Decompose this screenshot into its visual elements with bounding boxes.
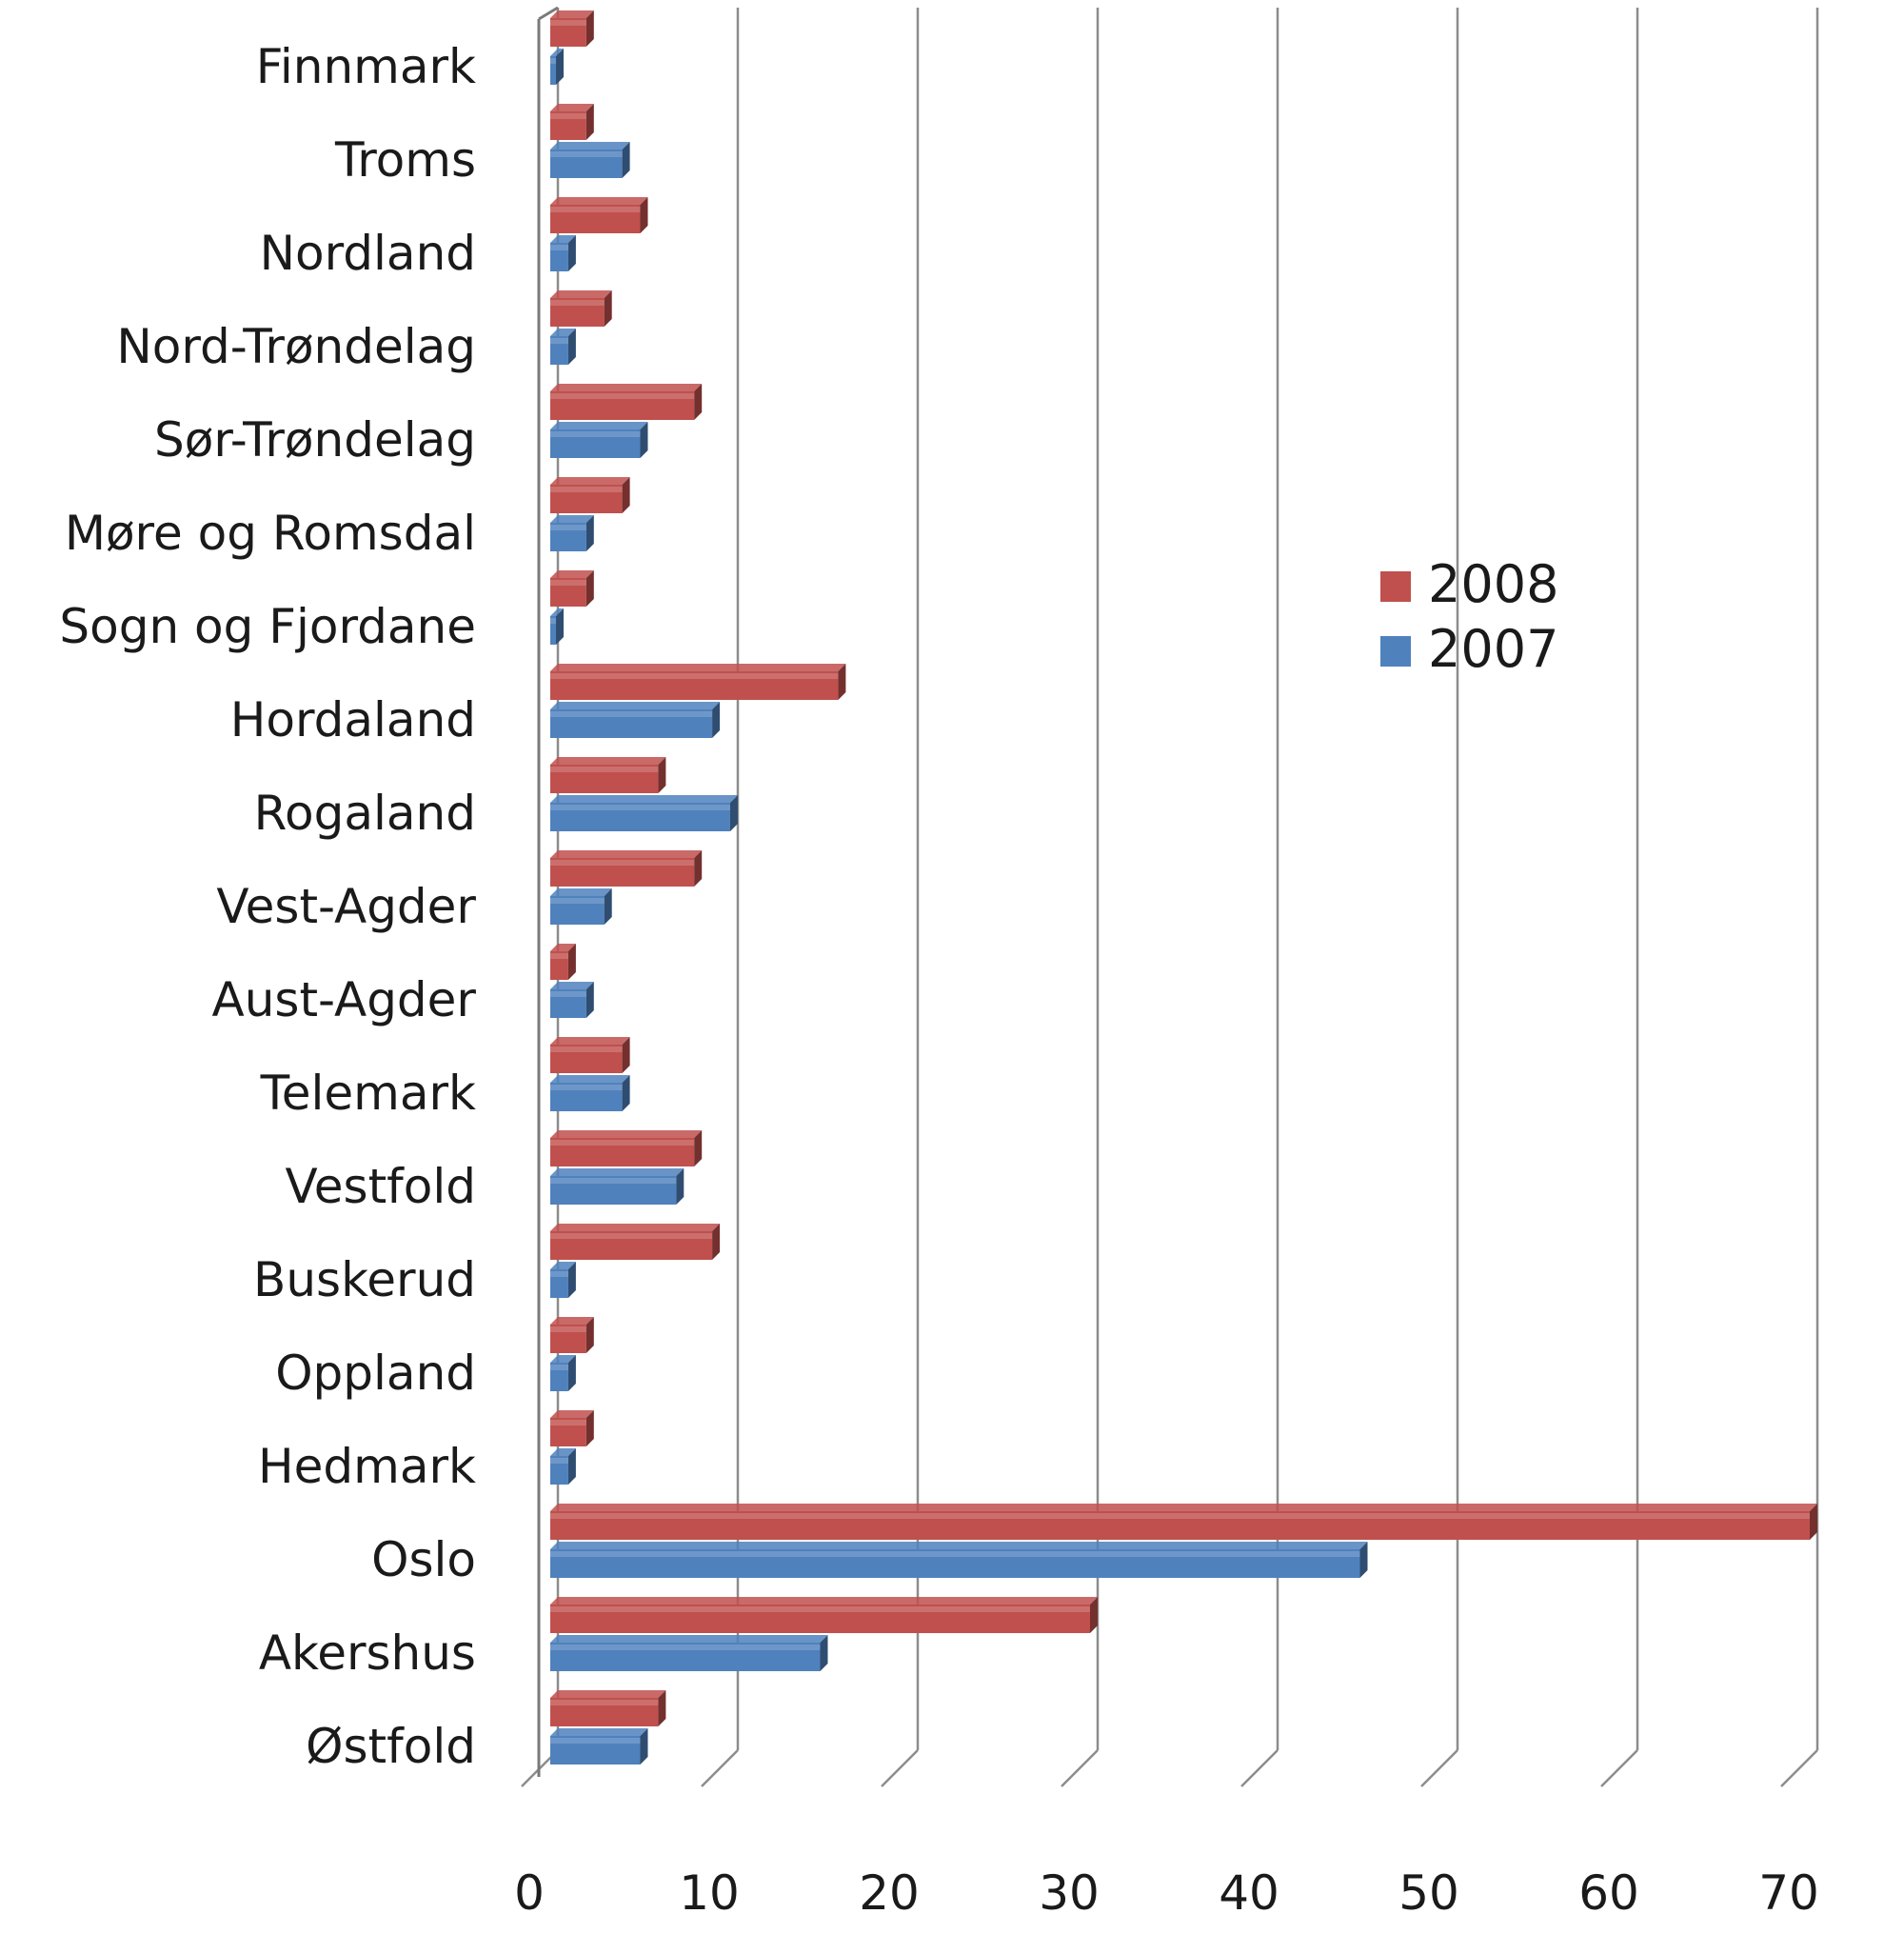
category-label-hordaland: Hordaland: [230, 692, 476, 748]
category-label-ostfold: Østfold: [306, 1719, 476, 1774]
x-tick-label: 20: [859, 1865, 920, 1921]
bar-2007-aust-agder: [550, 982, 594, 1018]
x-tick-label: 60: [1578, 1865, 1639, 1921]
bar-2008-buskerud: [550, 1224, 721, 1260]
category-label-telemark: Telemark: [260, 1066, 476, 1121]
bar-2008-oppland: [550, 1317, 594, 1353]
x-tick-label: 10: [679, 1865, 740, 1921]
bar-2008-vest-agder: [550, 850, 703, 887]
bar-2008-more-og-romsdal: [550, 477, 630, 513]
category-label-hedmark: Hedmark: [258, 1439, 476, 1494]
floor-line: [701, 1749, 739, 1787]
bar-2007-ostfold: [550, 1728, 648, 1765]
bar-2007-oppland: [550, 1355, 576, 1391]
x-tick-labels: 0 10 20 30 40 50 60 70: [514, 1865, 1819, 1921]
bar-2008-akershus: [550, 1597, 1098, 1633]
bar-2008-troms: [550, 104, 594, 140]
bar-2007-oslo: [550, 1542, 1368, 1578]
bar-2008-finnmark: [550, 10, 594, 47]
floor-line: [1780, 1749, 1818, 1787]
category-label-vest-agder: Vest-Agder: [216, 879, 476, 934]
bar-2007-sogn-og-fjordane: [550, 608, 564, 645]
x-tick-label: 40: [1219, 1865, 1279, 1921]
floor-line: [1061, 1749, 1099, 1787]
floor-line: [1600, 1749, 1638, 1787]
category-label-oppland: Oppland: [275, 1346, 476, 1401]
bar-2007-vestfold: [550, 1168, 684, 1205]
axis-top-edge: [538, 6, 559, 21]
floor-line: [1240, 1749, 1279, 1787]
legend-swatch-2007: [1380, 636, 1411, 667]
bar-2008-hordaland: [550, 664, 846, 700]
category-label-nord-trondelag: Nord-Trøndelag: [116, 319, 476, 374]
bar-2008-oslo: [550, 1504, 1817, 1540]
bar-2007-nordland: [550, 235, 576, 271]
category-label-troms: Troms: [334, 132, 476, 188]
bar-2007-vest-agder: [550, 888, 612, 925]
bar-2007-buskerud: [550, 1262, 576, 1298]
bar-2008-nord-trondelag: [550, 290, 612, 327]
bar-2007-hordaland: [550, 702, 721, 738]
bar-2007-nord-trondelag: [550, 329, 576, 365]
category-label-sor-trondelag: Sør-Trøndelag: [154, 412, 476, 468]
bar-2007-sor-trondelag: [550, 422, 648, 458]
bars: [550, 10, 1817, 1765]
bar-2008-telemark: [550, 1037, 630, 1073]
bar-2008-sogn-og-fjordane: [550, 570, 594, 607]
x-tick-label: 30: [1039, 1865, 1100, 1921]
x-tick-label: 0: [514, 1865, 545, 1921]
legend-label-2008: 2008: [1428, 554, 1558, 614]
category-labels: Finnmark Troms Nordland Nord-Trøndelag Sør-T…: [59, 39, 476, 1774]
category-label-akershus: Akershus: [259, 1625, 476, 1681]
legend-label-2007: 2007: [1428, 619, 1558, 679]
category-label-aust-agder: Aust-Agder: [212, 972, 477, 1027]
bar-2008-vestfold: [550, 1130, 703, 1166]
bar-2008-aust-agder: [550, 944, 576, 980]
bar-2007-finnmark: [550, 49, 564, 85]
floor-line: [881, 1749, 919, 1787]
bar-2008-sor-trondelag: [550, 384, 703, 420]
floor-line: [1420, 1749, 1458, 1787]
category-label-oslo: Oslo: [371, 1532, 476, 1587]
bar-2008-nordland: [550, 197, 648, 233]
bar-2007-rogaland: [550, 795, 738, 831]
bar-2008-rogaland: [550, 757, 666, 793]
bar-2007-akershus: [550, 1635, 828, 1671]
legend-swatch-2008: [1380, 571, 1411, 602]
category-label-sogn-og-fjordane: Sogn og Fjordane: [59, 599, 476, 654]
category-label-nordland: Nordland: [260, 226, 476, 281]
category-label-finnmark: Finnmark: [256, 39, 476, 94]
x-tick-label: 50: [1398, 1865, 1459, 1921]
category-label-vestfold: Vestfold: [285, 1159, 476, 1214]
x-tick-label: 70: [1758, 1865, 1819, 1921]
bar-2008-hedmark: [550, 1410, 594, 1446]
gridlines: [521, 6, 1819, 1787]
category-label-more-og-romsdal: Møre og Romsdal: [65, 506, 476, 561]
bar-2007-troms: [550, 142, 630, 178]
bar-2007-more-og-romsdal: [550, 515, 594, 551]
category-label-rogaland: Rogaland: [254, 786, 476, 841]
bar-2007-telemark: [550, 1075, 630, 1111]
bar-2007-hedmark: [550, 1448, 576, 1485]
category-label-buskerud: Buskerud: [253, 1252, 476, 1307]
bar-2008-ostfold: [550, 1690, 666, 1726]
